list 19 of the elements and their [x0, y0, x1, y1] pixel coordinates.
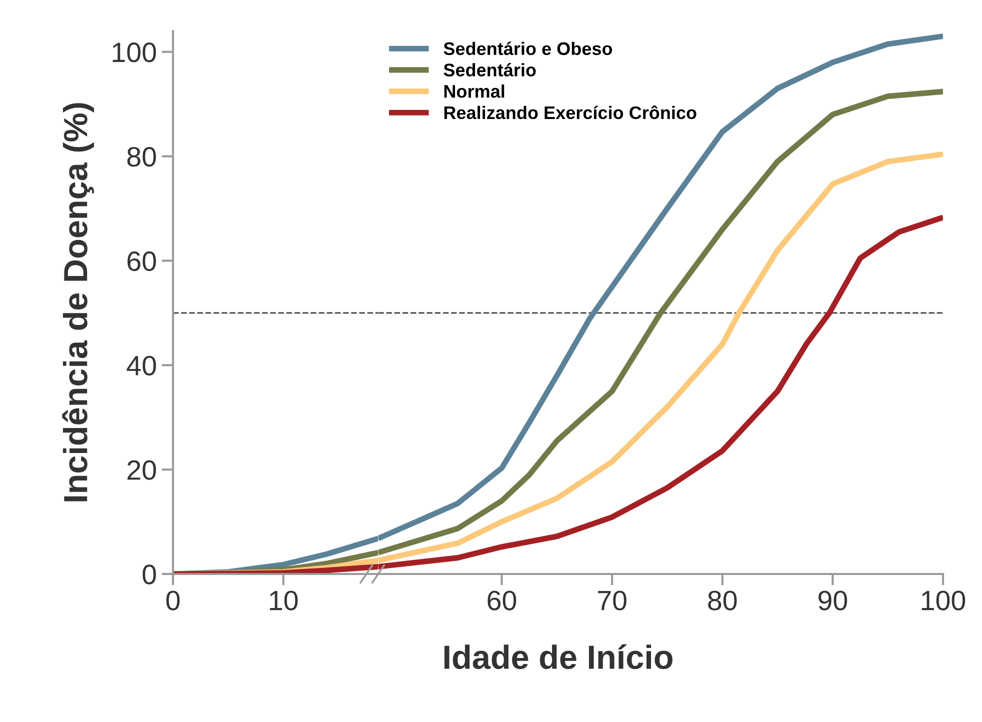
- legend-label: Sedentário: [444, 63, 536, 76]
- y-tick-label: 0: [142, 564, 156, 584]
- y-tick-label: 100: [112, 42, 156, 62]
- legend-label: Realizando Exercício Crônico: [444, 105, 696, 120]
- y-tick-label: 20: [128, 460, 156, 480]
- x-tick-label: 70: [598, 590, 626, 610]
- y-axis-title: Incidência de Doença (%): [62, 103, 94, 502]
- x-tick-label: 60: [488, 590, 516, 610]
- x-tick-label: 0: [166, 590, 180, 610]
- x-axis-title: Idade de Início: [444, 644, 672, 670]
- y-tick-label: 80: [127, 146, 156, 167]
- legend-label: Normal: [444, 84, 504, 98]
- y-tick-label: 60: [128, 251, 156, 272]
- y-tick-label: 40: [126, 356, 156, 376]
- legend-label: Sedentário e Obeso: [444, 42, 612, 56]
- x-tick-label: 10: [270, 590, 298, 610]
- x-tick-label: 90: [818, 590, 848, 610]
- x-tick-label: 100: [922, 590, 966, 610]
- x-tick-label: 80: [708, 590, 737, 610]
